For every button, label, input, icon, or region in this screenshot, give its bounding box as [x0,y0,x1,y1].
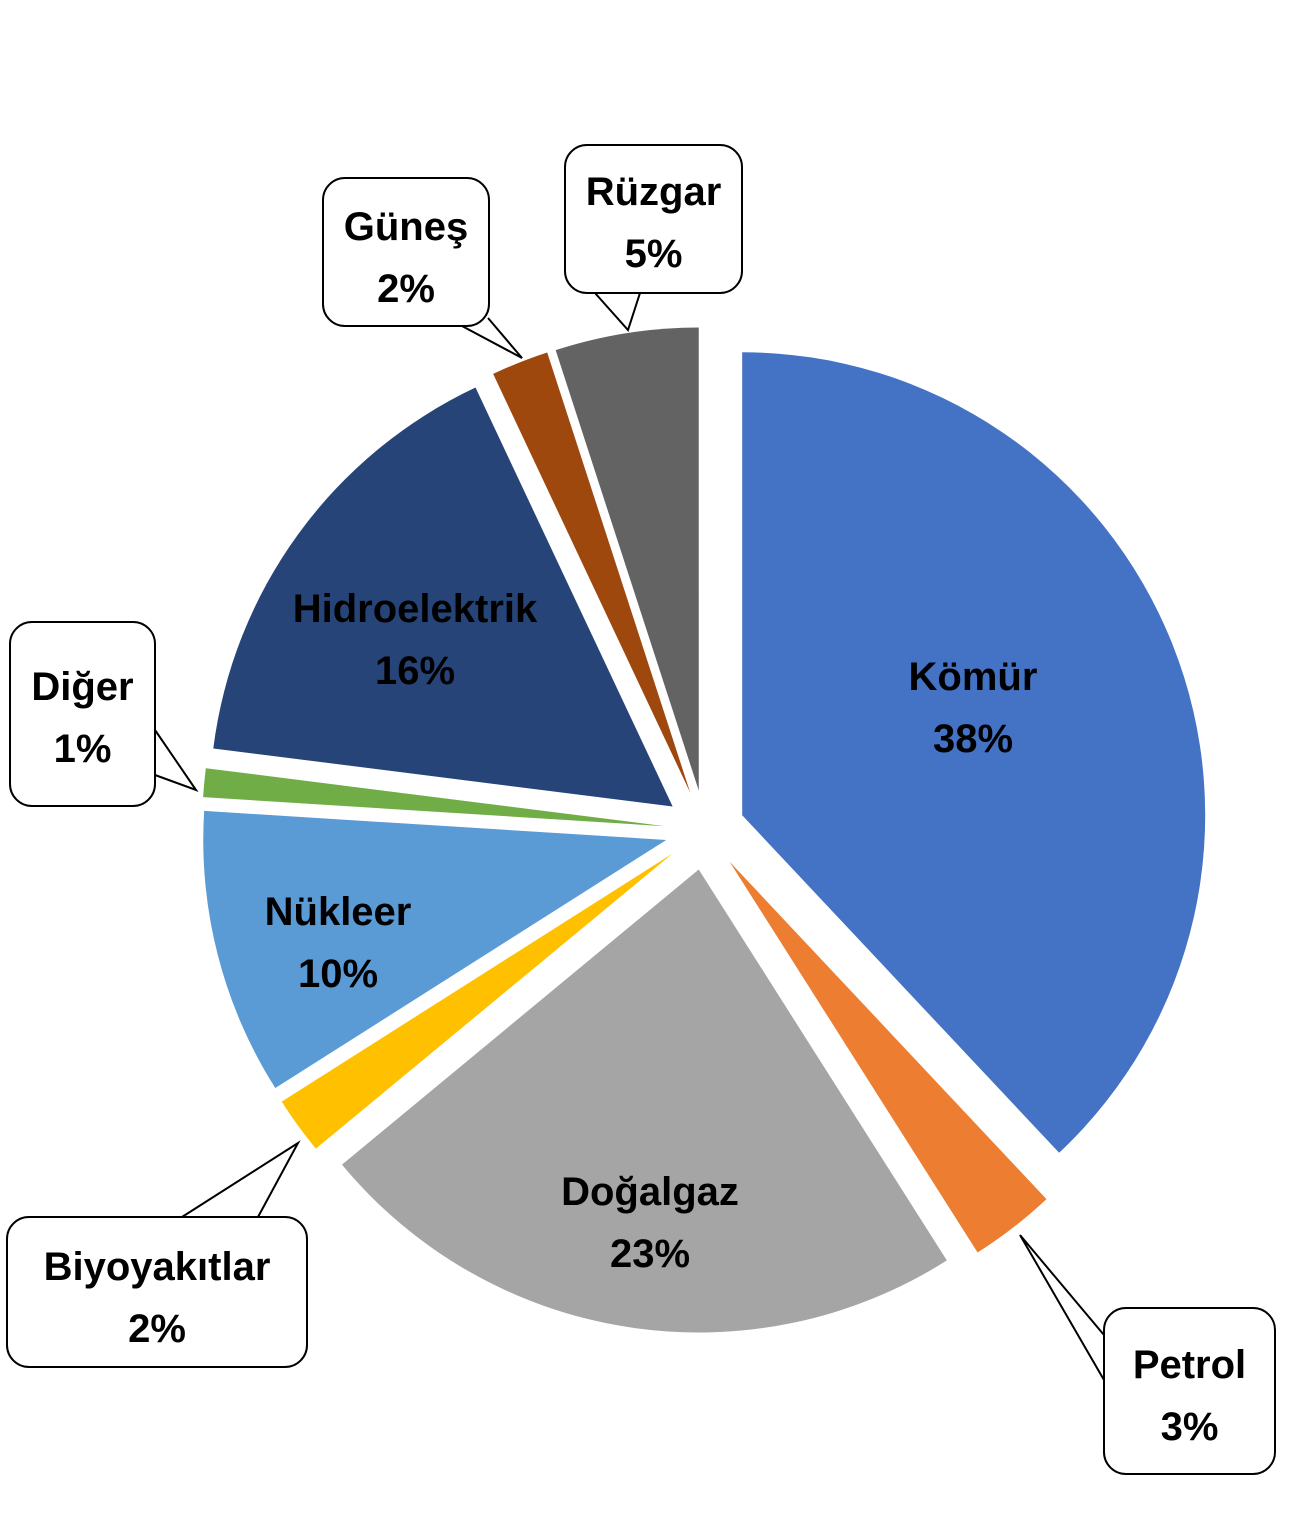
slice-value-dogalgaz: 23% [610,1232,690,1276]
slice-ruzgar [555,327,699,791]
slice-value-gunes: 2% [377,267,435,311]
callout-diger: Diğer 1% [9,621,199,807]
pie-slices [203,327,1206,1333]
callout-pointer [461,317,523,359]
slice-label-diger: Diğer [31,665,133,709]
callout-pointer [181,1140,301,1218]
slice-value-nukleer: 10% [298,952,378,996]
slice-petrol [729,861,1047,1253]
callout-box [564,144,743,294]
callout-pointer [154,729,199,793]
slice-label-petrol: Petrol [1133,1343,1246,1387]
slice-label-ruzgar: Rüzgar [586,170,722,214]
callout-pointer [594,292,641,332]
slice-label-komur: Kömür [909,655,1038,699]
callout-box [322,177,490,327]
slice-value-biyoyakitlar: 2% [128,1307,186,1351]
slice-dogalgaz [341,869,947,1333]
slice-label-dogalgaz: Doğalgaz [561,1170,739,1214]
slice-label-hidroelektrik: Hidroelektrik [293,587,538,631]
callout-pointer [1019,1234,1105,1381]
slice-nukleer [203,810,667,1089]
slice-biyoyakitlar [281,853,673,1149]
slice-diger [203,768,666,827]
slice-value-hidroelektrik: 16% [375,649,455,693]
slice-hidroelektrik [213,387,673,807]
callout-box [6,1216,308,1368]
slice-value-diger: 1% [54,727,112,771]
callout-biyoyakitlar: Biyoyakıtlar 2% [6,1140,308,1368]
slice-value-ruzgar: 5% [625,232,683,276]
slice-label-nukleer: Nükleer [265,890,412,934]
callout-gunes: Güneş 2% [322,177,523,359]
slice-komur [742,352,1206,1153]
slice-value-komur: 38% [933,717,1013,761]
slice-label-biyoyakitlar: Biyoyakıtlar [44,1245,271,1289]
slice-label-gunes: Güneş [344,205,468,249]
slice-gunes [493,352,691,793]
callout-box [9,621,156,807]
inside-labels: Kömür 38% Doğalgaz 23% Nükleer 10% Hidroelektr… [265,587,1038,1276]
slice-value-petrol: 3% [1161,1405,1219,1449]
callout-labels: Petrol 3% Biyoyakıtlar 2% Diğer 1% Güneş 2% Rüzg… [6,144,1276,1475]
callout-ruzgar: Rüzgar 5% [564,144,743,332]
callout-petrol: Petrol 3% [1019,1234,1276,1475]
callout-box [1103,1307,1276,1475]
